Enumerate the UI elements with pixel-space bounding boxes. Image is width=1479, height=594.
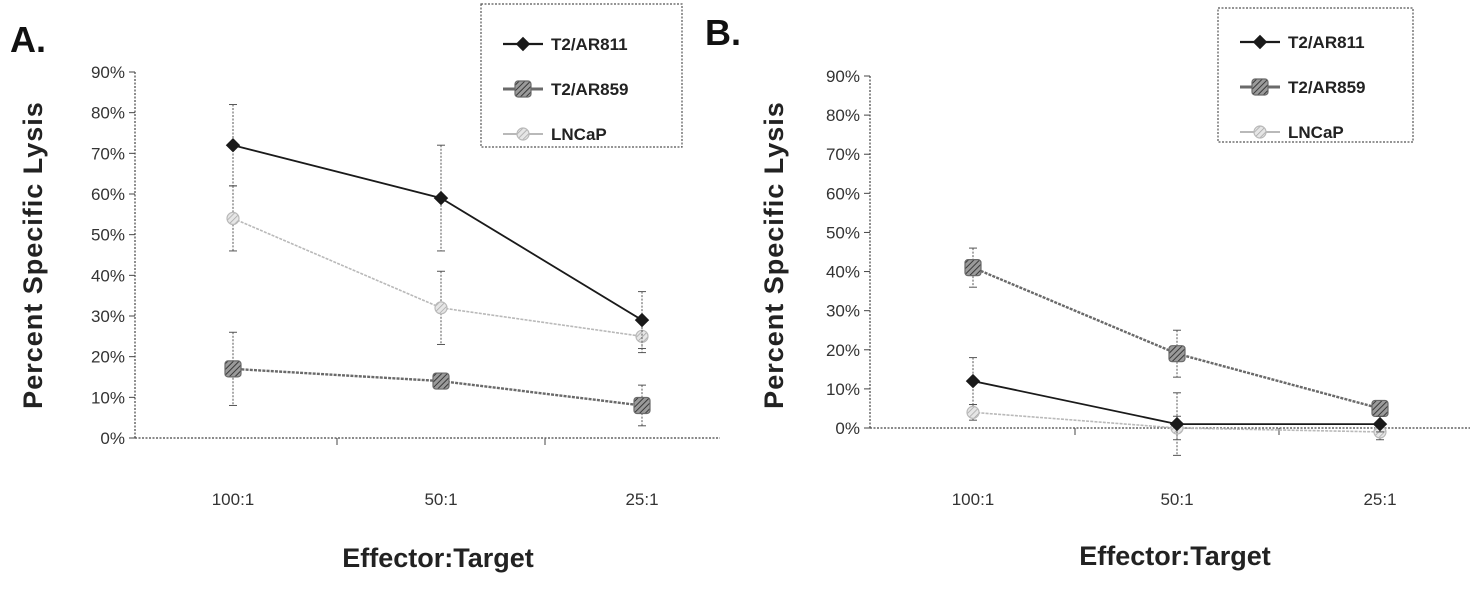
x-tick-label: 25:1 <box>1363 490 1396 509</box>
series-t2-ar859 <box>964 247 1389 418</box>
legend-marker <box>1253 125 1267 139</box>
legend: T2/AR811 T2/AR859 LNCaP <box>480 3 683 148</box>
series-lncap <box>226 185 649 354</box>
data-point <box>434 301 448 315</box>
legend-marker <box>1252 34 1268 50</box>
data-point <box>432 372 450 390</box>
data-point <box>633 396 651 415</box>
panel-a: A. 0% 10% 20% 30% 40% 50% 60% 70% 80% 90% 100:1 50:1… <box>10 3 720 573</box>
y-tick-label: 40% <box>826 263 860 282</box>
y-tick-label: 50% <box>826 223 860 242</box>
y-tick-label: 60% <box>91 185 125 204</box>
data-point <box>966 405 980 419</box>
series-t2-ar859 <box>224 331 651 427</box>
legend-marker <box>514 80 532 98</box>
data-point <box>224 360 242 378</box>
y-tick-label: 10% <box>91 388 125 407</box>
y-tick-label: 90% <box>91 63 125 82</box>
y-tick-label: 20% <box>826 341 860 360</box>
x-axis-title: Effector:Target <box>1079 541 1271 571</box>
y-tick-label: 50% <box>91 226 125 245</box>
legend-box <box>1217 7 1414 143</box>
y-tick-label: 20% <box>91 348 125 367</box>
legend-box <box>480 3 683 148</box>
y-tick-label: 30% <box>91 307 125 326</box>
data-point <box>964 259 982 277</box>
y-tick-label: 10% <box>826 380 860 399</box>
y-axis-title: Percent Specific Lysis <box>18 101 48 409</box>
panel-b: B. 0% 10% 20% 30% 40% 50% 60% 70% 80% 90% 100:1 50:1… <box>705 7 1470 571</box>
data-point <box>965 373 981 389</box>
y-tick-label: 0% <box>100 429 125 448</box>
y-tick-label: 60% <box>826 184 860 203</box>
x-tick-label: 50:1 <box>424 490 457 509</box>
legend-label: LNCaP <box>551 125 607 144</box>
y-tick-label: 90% <box>826 67 860 86</box>
series-line <box>972 266 1381 410</box>
legend-label: T2/AR859 <box>551 80 628 99</box>
y-tick-label: 0% <box>835 419 860 438</box>
y-axis-title: Percent Specific Lysis <box>759 101 789 409</box>
legend-marker <box>1251 78 1269 96</box>
series-t2-ar811 <box>965 357 1388 456</box>
y-tick-label: 70% <box>91 144 125 163</box>
legend-marker <box>516 127 530 141</box>
x-tick-label: 100:1 <box>952 490 995 509</box>
y-tick-label: 80% <box>826 106 860 125</box>
data-point <box>634 312 650 328</box>
data-point <box>1372 416 1388 432</box>
legend: T2/AR811 T2/AR859 LNCaP <box>1217 7 1414 143</box>
panel-letter: B. <box>705 12 741 53</box>
data-point <box>1169 416 1185 432</box>
y-tick-label: 40% <box>91 266 125 285</box>
x-tick-label: 100:1 <box>212 490 255 509</box>
data-point <box>225 137 241 153</box>
data-point <box>433 190 449 206</box>
data-point <box>226 211 240 225</box>
legend-marker <box>515 36 531 52</box>
x-tick-label: 50:1 <box>1160 490 1193 509</box>
data-point <box>1371 399 1389 418</box>
data-point <box>635 329 649 343</box>
legend-label: T2/AR859 <box>1288 78 1365 97</box>
legend-label: T2/AR811 <box>1288 33 1365 52</box>
x-axis-title: Effector:Target <box>342 543 534 573</box>
x-tick-label: 25:1 <box>625 490 658 509</box>
y-tick-label: 70% <box>826 145 860 164</box>
legend-label: T2/AR811 <box>551 35 628 54</box>
series-t2-ar811 <box>225 104 650 350</box>
series-line <box>232 217 643 338</box>
series-line <box>232 144 643 321</box>
legend-label: LNCaP <box>1288 123 1344 142</box>
panel-letter: A. <box>10 19 46 60</box>
y-tick-label: 80% <box>91 104 125 123</box>
y-tick-label: 30% <box>826 302 860 321</box>
data-point <box>1168 345 1186 363</box>
